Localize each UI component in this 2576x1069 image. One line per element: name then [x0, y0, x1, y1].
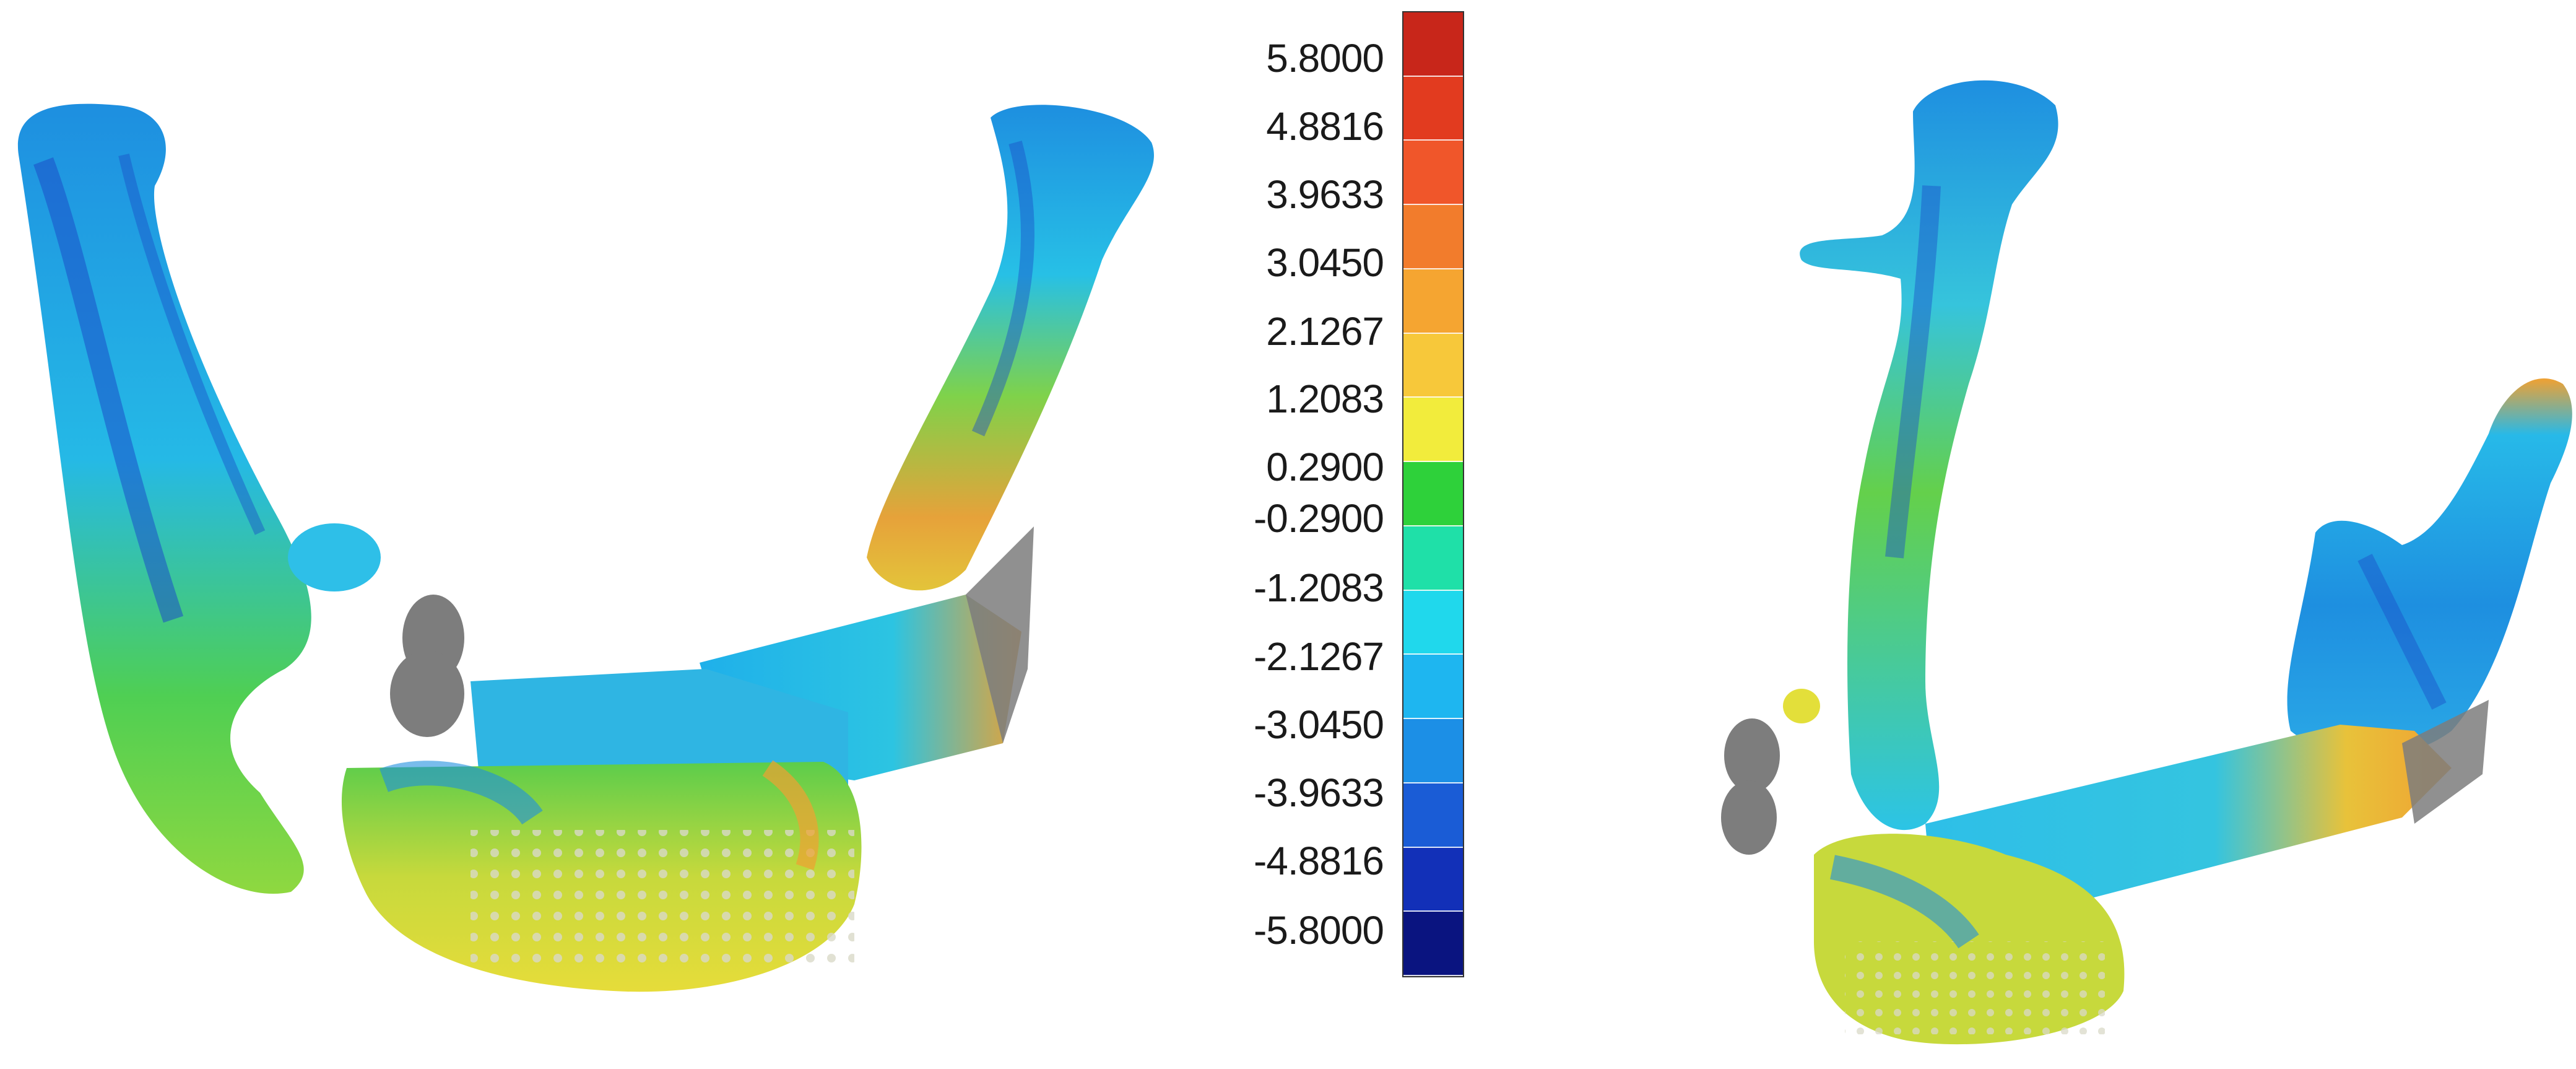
color-scale-label: 5.8000 [1266, 36, 1384, 81]
color-scale-segment [1403, 333, 1463, 398]
color-scale-segment [1403, 12, 1463, 77]
color-scale-label: -1.2083 [1253, 565, 1384, 610]
color-scale-segment [1403, 847, 1463, 912]
color-scale-label: 4.8816 [1266, 104, 1384, 149]
color-scale-label: -4.8816 [1253, 839, 1384, 883]
color-scale-segment [1403, 398, 1463, 463]
color-scale-bar [1402, 11, 1464, 977]
color-scale-segment [1403, 462, 1463, 526]
color-scale-label: 0.2900 [1266, 445, 1384, 489]
mandible-front-view [0, 0, 1164, 1069]
color-scale-label: -3.9633 [1253, 770, 1384, 815]
color-scale-segment [1403, 590, 1463, 655]
color-scale-segment [1403, 719, 1463, 783]
color-scale-segment [1403, 655, 1463, 720]
color-scale-label: -0.2900 [1253, 496, 1384, 541]
color-scale-label: 3.0450 [1266, 240, 1384, 285]
color-scale-label: 2.1267 [1266, 309, 1384, 354]
color-scale-label: 3.9633 [1266, 172, 1384, 217]
color-scale-segment [1403, 783, 1463, 848]
color-scale-segment [1403, 76, 1463, 141]
color-scale-segment [1403, 912, 1463, 976]
color-scale-label: -5.8000 [1253, 908, 1384, 953]
color-scale-label: 1.2083 [1266, 377, 1384, 421]
color-scale-segment [1403, 141, 1463, 206]
mandible-oblique-view [1721, 0, 2576, 1069]
color-scale-label: -2.1267 [1253, 634, 1384, 679]
color-scale-label: -3.0450 [1253, 702, 1384, 747]
color-scale-segment [1403, 205, 1463, 269]
color-scale-segment [1403, 269, 1463, 334]
color-scale-segment [1403, 526, 1463, 591]
